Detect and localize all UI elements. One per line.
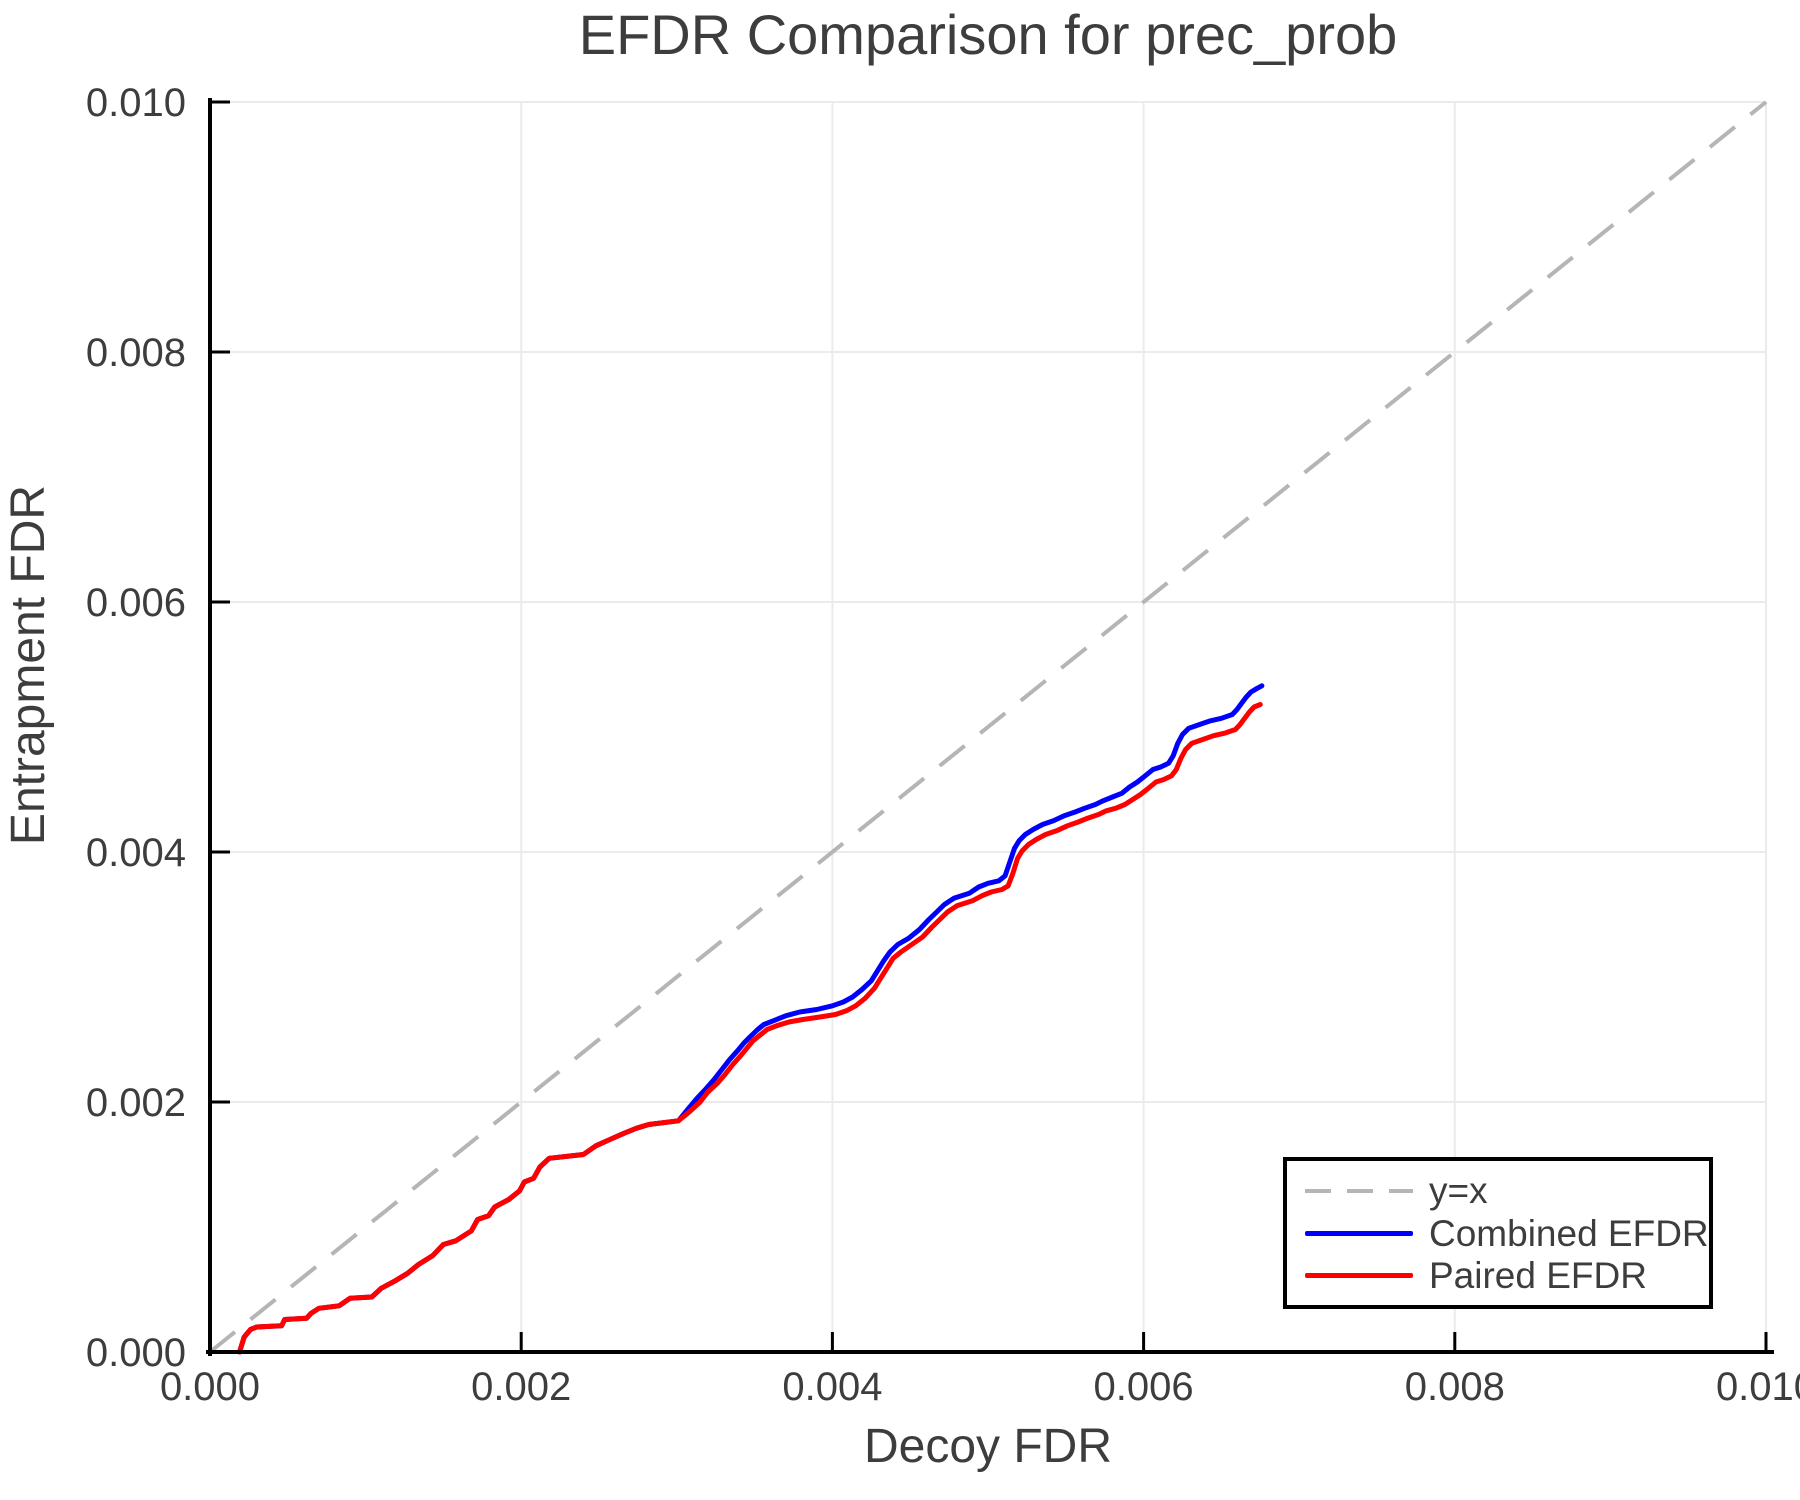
legend-item-combined-efdr: Combined EFDR <box>1305 1214 1709 1252</box>
legend-dashed-line-sample <box>1305 1188 1413 1193</box>
series-paired-efdr <box>237 702 1263 1355</box>
legend-item-paired-efdr: Paired EFDR <box>1305 1257 1691 1295</box>
y-axis-label: Entrapment FDR <box>2 485 55 845</box>
x-tick-label: 0.010 <box>1716 1365 1800 1409</box>
x-axis-label: Decoy FDR <box>864 1420 1112 1473</box>
y-tick-label: 0.004 <box>86 831 186 875</box>
chart-legend: y=x Combined EFDR Paired EFDR <box>1283 1157 1713 1309</box>
tick-label-layer: 0.000 0.002 0.004 0.006 0.008 0.010 0.000 0.002… <box>86 81 1800 1409</box>
y-tick-label: 0.002 <box>86 1081 186 1125</box>
grid-layer <box>210 101 1767 1352</box>
legend-item-y-x: y=x <box>1305 1172 1691 1210</box>
reference-line-y-equals-x <box>208 100 1768 1354</box>
y-tick-label: 0.008 <box>86 331 186 375</box>
y-tick-label: 0.006 <box>86 581 186 625</box>
legend-line-sample <box>1305 1230 1413 1236</box>
legend-label: Combined EFDR <box>1429 1212 1709 1254</box>
axes-layer <box>206 98 1774 1356</box>
legend-label: y=x <box>1429 1170 1488 1211</box>
x-tick-label: 0.002 <box>471 1365 571 1409</box>
series-combined-efdr <box>237 683 1265 1355</box>
plot-layer <box>208 100 1768 1355</box>
y-tick-label: 0.010 <box>86 81 186 125</box>
chart-title: EFDR Comparison for prec_prob <box>579 3 1398 66</box>
x-tick-label: 0.006 <box>1094 1365 1194 1409</box>
x-tick-label: 0.008 <box>1405 1365 1505 1409</box>
y-tick-label: 0.000 <box>86 1331 186 1375</box>
x-tick-label: 0.000 <box>160 1365 260 1409</box>
x-tick-label: 0.004 <box>782 1365 882 1409</box>
legend-label: Paired EFDR <box>1429 1255 1647 1296</box>
legend-line-sample <box>1305 1273 1413 1278</box>
